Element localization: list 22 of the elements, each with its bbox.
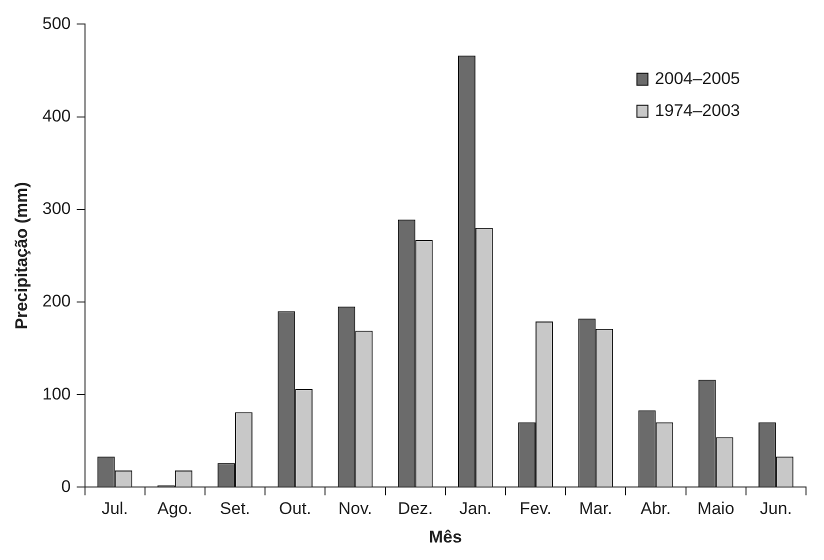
y-tick-label: 100 [42, 384, 71, 404]
y-tick-label: 200 [42, 292, 71, 311]
y-tick-label: 300 [42, 199, 71, 218]
x-tick-label: Maio [697, 499, 734, 518]
legend-label: 1974–2003 [654, 100, 740, 120]
x-tick-label: Mar. [579, 499, 612, 518]
x-tick-label: Ago. [157, 499, 192, 518]
x-tick-label: Dez. [398, 499, 433, 518]
y-tick-label: 0 [61, 476, 71, 496]
x-tick-label: Nov. [338, 499, 372, 518]
x-tick-label: Jan. [459, 499, 492, 518]
x-axis-title: Mês [428, 527, 462, 546]
x-tick-label: Abr. [640, 499, 671, 518]
y-axis-title: Precipitação (mm) [12, 182, 31, 330]
legend-label: 2004–2005 [654, 68, 740, 88]
y-tick-label: 400 [42, 106, 71, 126]
x-tick-label: Fev. [520, 499, 552, 518]
x-tick-label: Jun. [760, 499, 792, 518]
x-tick-label: Jul. [102, 499, 128, 518]
x-tick-label: Set. [220, 499, 250, 518]
x-tick-label: Out. [279, 499, 312, 518]
y-tick-label: 500 [42, 14, 71, 33]
